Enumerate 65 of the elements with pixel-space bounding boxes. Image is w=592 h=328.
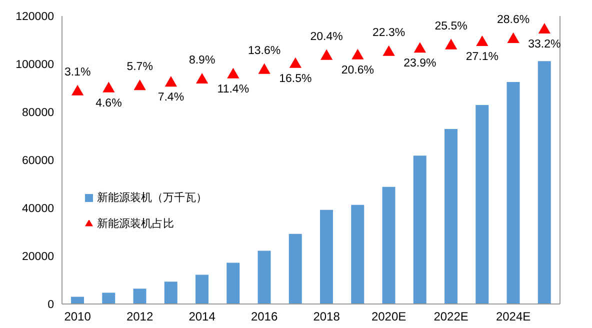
legend-label: 新能源装机占比	[97, 218, 174, 230]
y-tick-label: 60000	[22, 155, 54, 168]
data-label: 4.6%	[96, 97, 122, 110]
data-label: 33.2%	[528, 38, 561, 50]
y-tick-label: 0	[48, 299, 54, 312]
bar	[320, 210, 333, 304]
point	[258, 63, 270, 74]
data-label: 20.4%	[310, 30, 343, 43]
bar	[102, 292, 116, 304]
point	[164, 76, 178, 87]
y-tick-label: 40000	[22, 203, 54, 216]
x-tick-label: 2022E	[434, 310, 468, 324]
point	[196, 72, 208, 84]
x-tick-label: 2016	[250, 310, 278, 324]
point	[507, 32, 520, 43]
data-label: 23.9%	[404, 58, 436, 70]
point	[289, 57, 302, 68]
bar	[351, 204, 364, 304]
y-tick-label: 20000	[22, 251, 54, 264]
bar	[288, 234, 302, 304]
data-label: 20.6%	[341, 64, 374, 76]
bar	[476, 105, 489, 304]
bar	[413, 156, 426, 304]
data-label: 13.6%	[248, 44, 281, 57]
bar	[71, 296, 84, 304]
x-tick-label: 2024E	[496, 310, 531, 324]
point	[444, 38, 458, 50]
data-label: 27.1%	[466, 51, 498, 64]
bar	[506, 82, 520, 304]
point	[476, 36, 488, 46]
point	[71, 84, 84, 96]
bar	[538, 61, 551, 304]
bar	[258, 250, 271, 304]
data-label: 16.5%	[279, 72, 312, 85]
data-label: 5.7%	[126, 61, 153, 74]
data-label: 28.6%	[497, 14, 530, 26]
bar	[133, 288, 146, 304]
bar	[164, 282, 178, 304]
data-label: 3.1%	[64, 66, 91, 78]
x-tick-label: 2020E	[371, 310, 406, 324]
data-label: 11.4%	[217, 83, 250, 96]
point	[414, 42, 426, 53]
data-label: 8.9%	[188, 54, 216, 66]
point	[102, 82, 115, 92]
data-label: 22.3%	[372, 26, 406, 39]
data-label: 25.5%	[434, 20, 468, 32]
x-tick-label: 2010	[64, 310, 92, 324]
bar	[444, 129, 458, 304]
point	[352, 48, 364, 60]
x-tick-label: 2018	[313, 310, 340, 324]
y-tick-label: 100000	[16, 59, 54, 72]
point	[134, 80, 146, 90]
x-tick-label: 2012	[126, 310, 154, 324]
point	[320, 49, 333, 60]
y-tick-label: 80000	[22, 107, 54, 120]
x-tick-label: 2014	[188, 310, 216, 324]
legend-label: 新能源装机（万千瓦）	[97, 192, 207, 204]
point	[382, 45, 395, 56]
point	[227, 68, 240, 78]
bar	[382, 186, 396, 304]
data-label: 7.4%	[158, 92, 184, 104]
point	[538, 22, 551, 34]
bar	[226, 262, 240, 304]
bar	[196, 274, 208, 304]
y-tick-label: 120000	[16, 11, 54, 24]
